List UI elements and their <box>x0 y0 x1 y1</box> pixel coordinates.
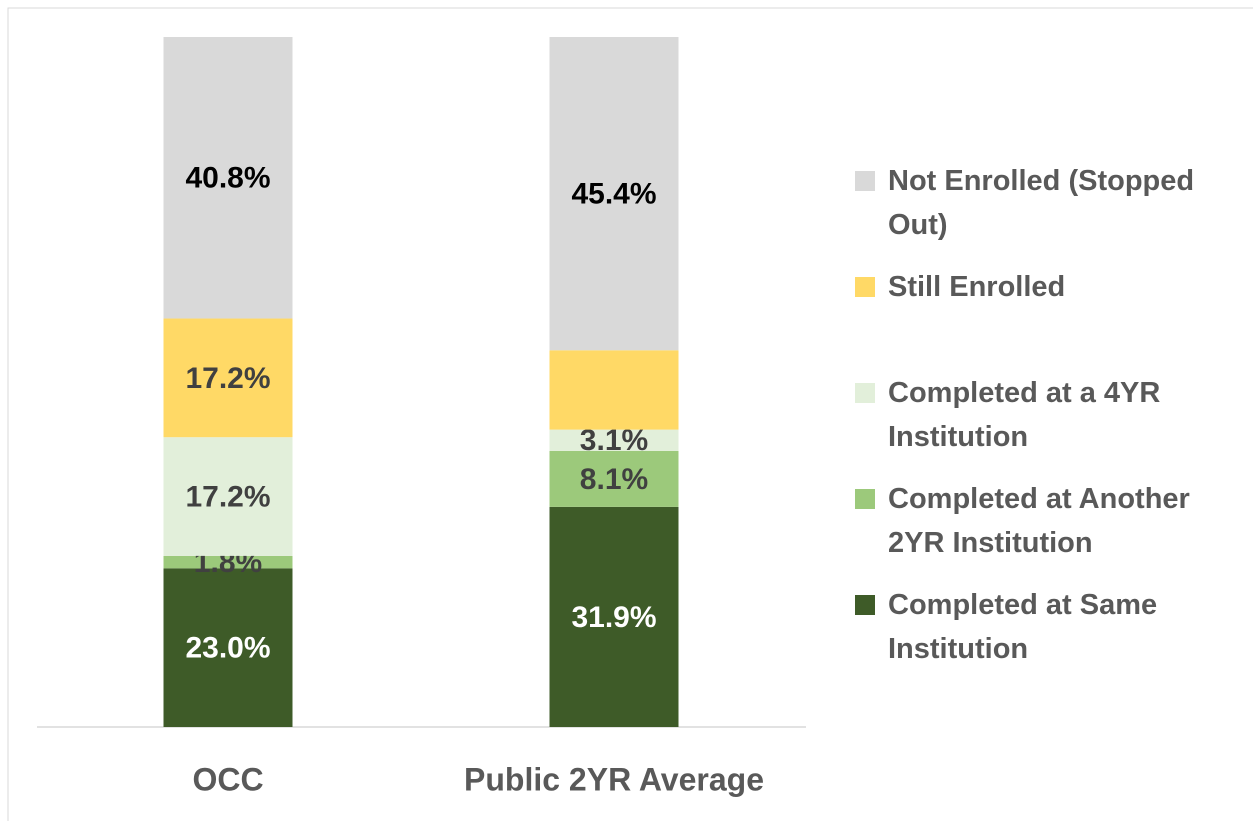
bar-segment <box>163 437 293 556</box>
data-label: 45.4% <box>571 178 656 211</box>
bar-segment <box>163 568 293 727</box>
legend-label: Not Enrolled (Stopped Out) <box>888 165 1195 241</box>
bar-segment <box>163 37 293 319</box>
bar-segment <box>549 350 679 430</box>
bar-segment <box>549 429 679 451</box>
bar-segment <box>549 37 679 351</box>
data-label: 8.1% <box>580 463 648 496</box>
legend-label: Completed at a 4YR Institution <box>888 377 1161 453</box>
data-label: 3.1% <box>580 424 648 457</box>
bar-segment <box>163 318 293 438</box>
legend-swatch <box>855 383 875 403</box>
bar-segment <box>549 506 679 727</box>
legend-label: Completed at Another 2YR Institution <box>888 483 1190 559</box>
data-label: 23.0% <box>185 632 270 665</box>
bar-segment <box>549 451 679 507</box>
legend-swatch <box>855 489 875 509</box>
data-label: 40.8% <box>185 162 270 195</box>
bar-segment <box>163 555 293 569</box>
legend-swatch <box>855 277 875 297</box>
x-tick-label: OCC <box>192 761 263 797</box>
data-label: 17.2% <box>185 480 270 513</box>
legend-swatch <box>855 595 875 615</box>
legend-label: Still Enrolled <box>888 271 1066 303</box>
data-label: 31.9% <box>571 601 656 634</box>
x-tick-label: Public 2YR Average <box>464 761 764 797</box>
legend-label: Completed at Same Institution <box>888 589 1158 665</box>
legend-swatch <box>855 171 875 191</box>
data-label: 17.2% <box>185 362 270 395</box>
chart-frame <box>7 7 1253 821</box>
